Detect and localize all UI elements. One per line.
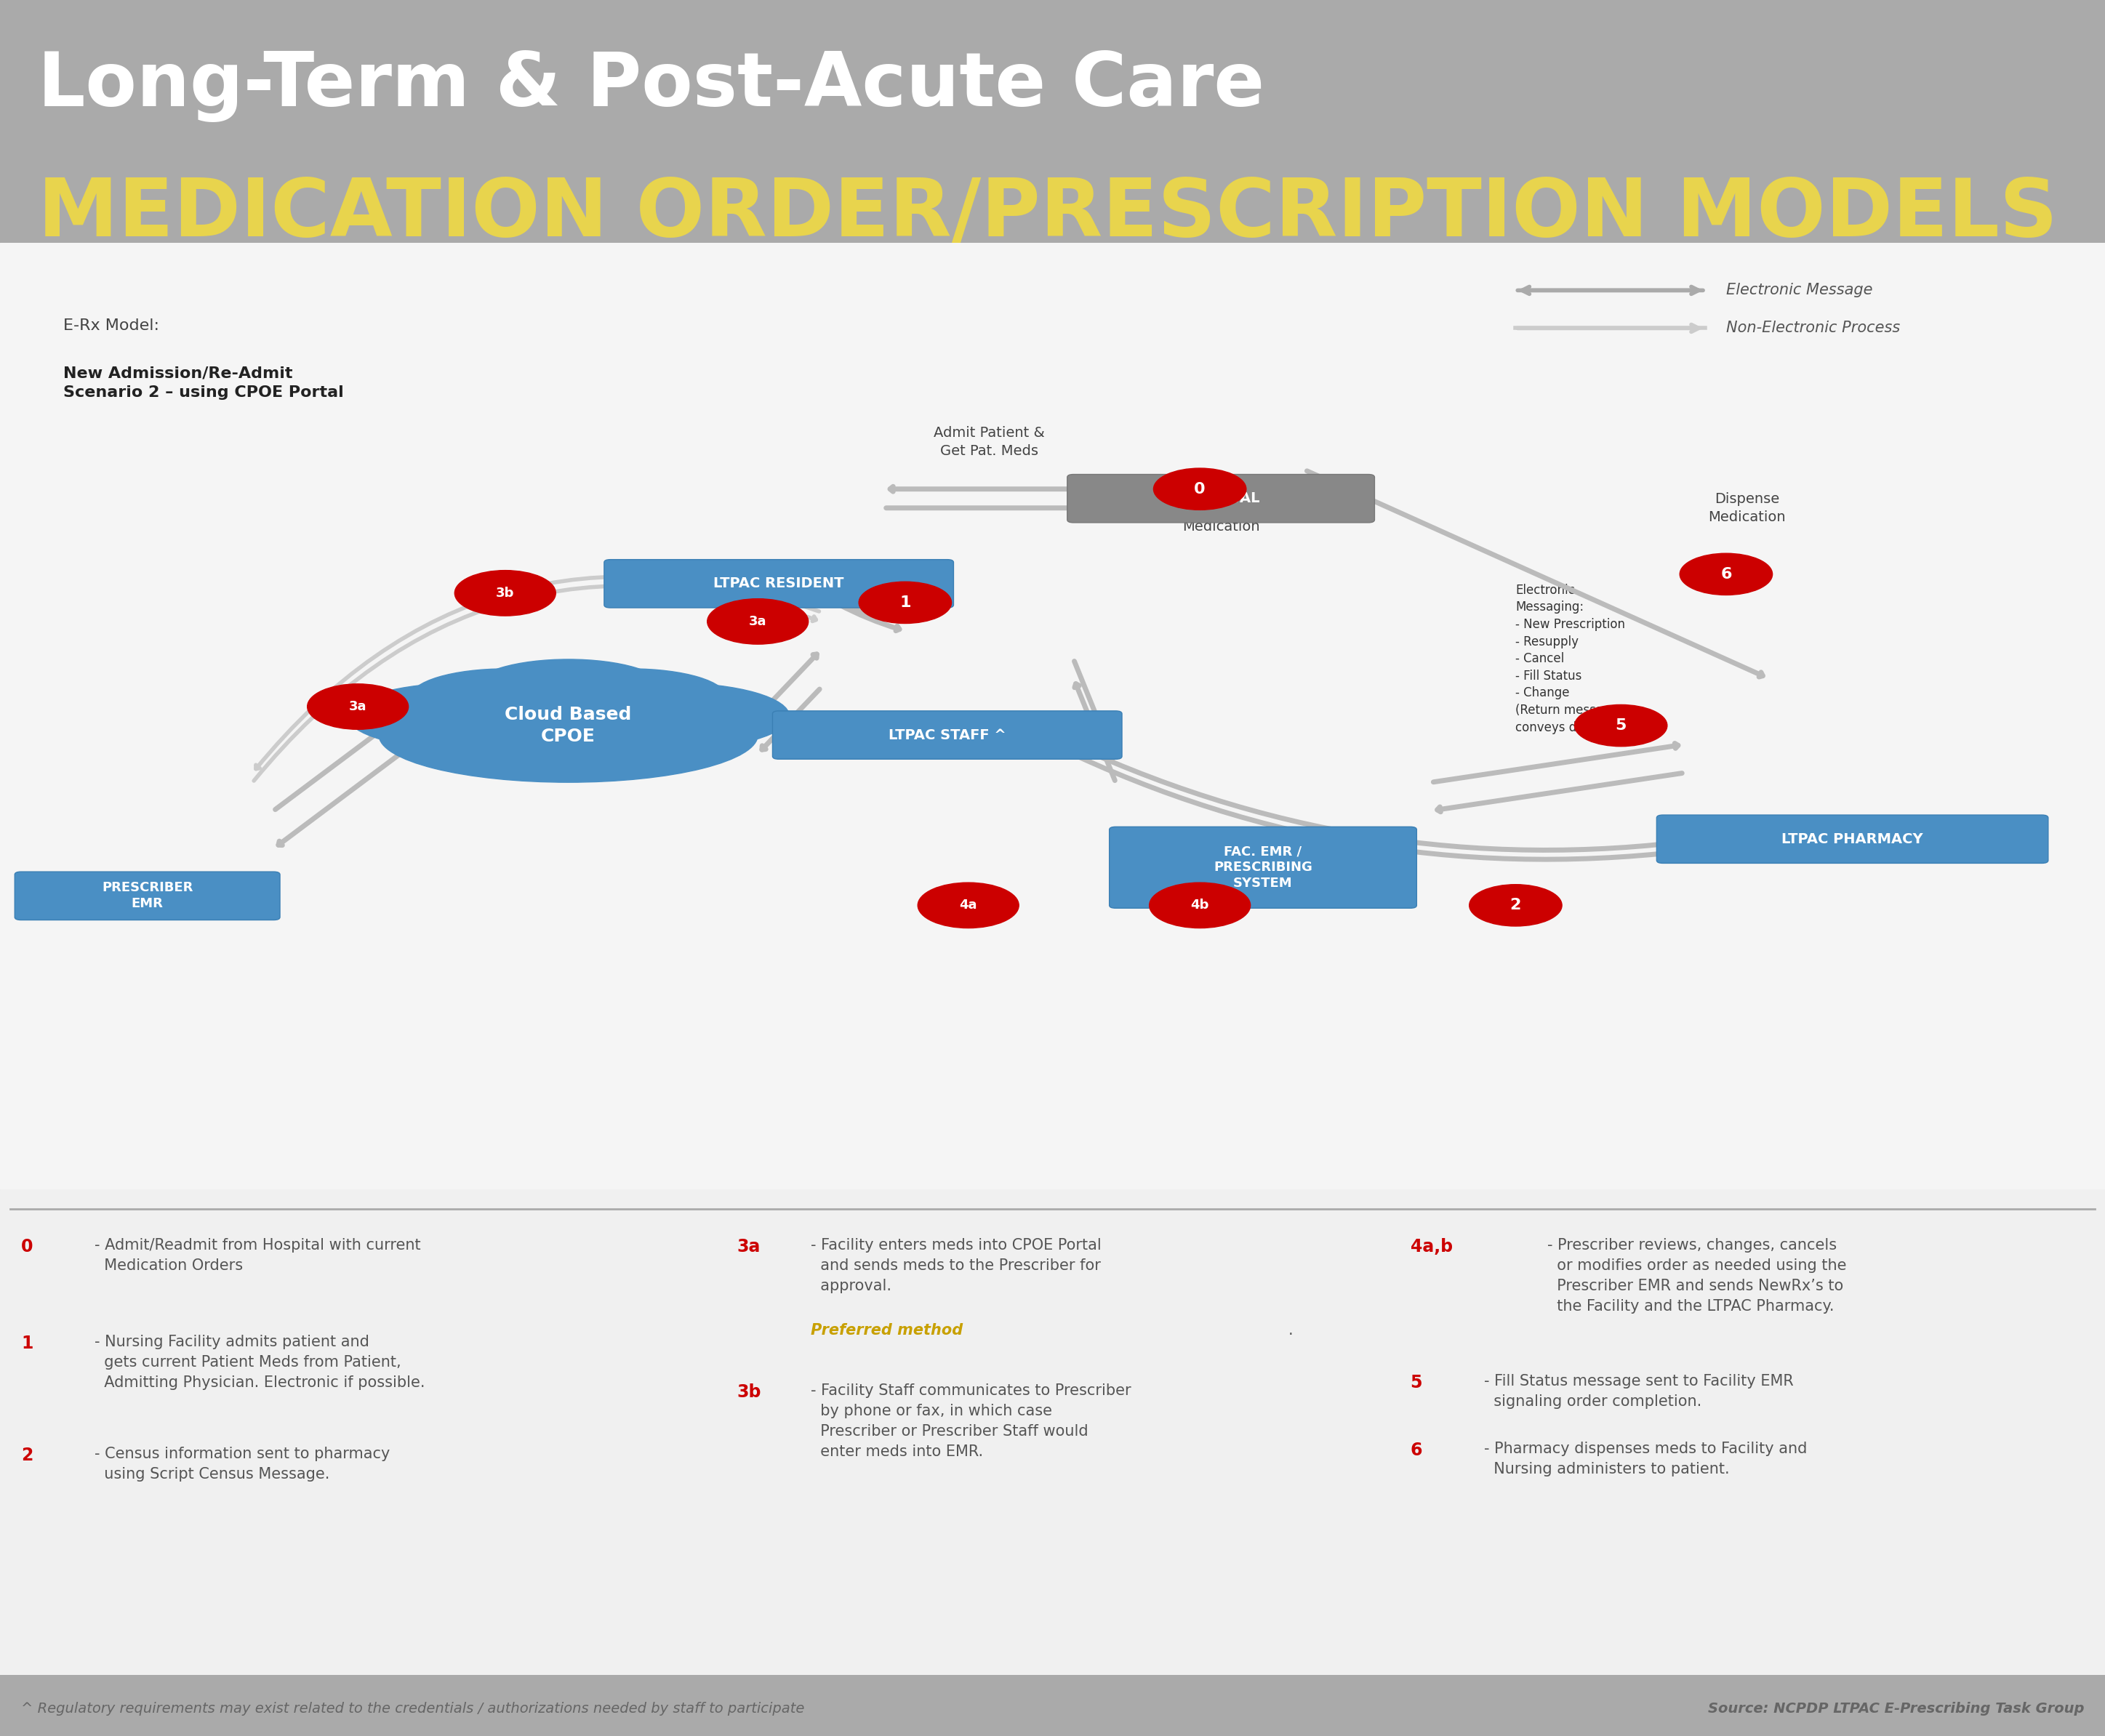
- Text: Electronic Message: Electronic Message: [1726, 283, 1873, 297]
- Ellipse shape: [537, 668, 726, 726]
- Text: - Census information sent to pharmacy
  using Script Census Message.: - Census information sent to pharmacy us…: [95, 1446, 389, 1483]
- Text: Cloud Based
CPOE: Cloud Based CPOE: [505, 707, 632, 745]
- Circle shape: [1680, 554, 1772, 595]
- Text: MEDICATION ORDER/PRESCRIPTION MODELS: MEDICATION ORDER/PRESCRIPTION MODELS: [38, 175, 2059, 253]
- Text: - Pharmacy dispenses meds to Facility and
  Nursing administers to patient.: - Pharmacy dispenses meds to Facility an…: [1484, 1443, 1806, 1477]
- Circle shape: [307, 684, 408, 729]
- Text: Non-Electronic Process: Non-Electronic Process: [1726, 321, 1901, 335]
- Text: LTPAC STAFF ^: LTPAC STAFF ^: [888, 727, 1006, 741]
- Text: 3a: 3a: [749, 615, 766, 628]
- Text: 4a,b: 4a,b: [1410, 1238, 1452, 1255]
- Text: 4b: 4b: [1191, 899, 1208, 911]
- Text: 1: 1: [899, 595, 911, 609]
- Text: 5: 5: [1615, 719, 1627, 733]
- Text: Administer
Medication: Administer Medication: [1183, 502, 1259, 533]
- Text: 1: 1: [21, 1335, 34, 1352]
- Text: 2: 2: [1509, 898, 1522, 913]
- Text: - Fill Status message sent to Facility EMR
  signaling order completion.: - Fill Status message sent to Facility E…: [1484, 1373, 1793, 1410]
- FancyBboxPatch shape: [1067, 474, 1375, 523]
- Text: 3b: 3b: [737, 1384, 762, 1401]
- Text: 6: 6: [1410, 1443, 1423, 1460]
- Text: .: .: [1288, 1323, 1292, 1337]
- Text: - Nursing Facility admits patient and
  gets current Patient Meds from Patient,
: - Nursing Facility admits patient and ge…: [95, 1335, 425, 1391]
- Text: 3a: 3a: [737, 1238, 760, 1255]
- Circle shape: [859, 582, 951, 623]
- Text: 0: 0: [1194, 483, 1206, 496]
- Circle shape: [455, 571, 556, 616]
- Circle shape: [1149, 882, 1250, 929]
- Circle shape: [1154, 469, 1246, 510]
- Text: - Admit/Readmit from Hospital with current
  Medication Orders: - Admit/Readmit from Hospital with curre…: [95, 1238, 421, 1272]
- Text: Admit Patient &
Get Pat. Meds: Admit Patient & Get Pat. Meds: [935, 425, 1044, 458]
- Text: 5: 5: [1410, 1373, 1423, 1391]
- Text: - Facility Staff communicates to Prescriber
  by phone or fax, in which case
  P: - Facility Staff communicates to Prescri…: [810, 1384, 1130, 1460]
- Text: FAC. EMR /
PRESCRIBING
SYSTEM: FAC. EMR / PRESCRIBING SYSTEM: [1215, 845, 1311, 891]
- Text: 3a: 3a: [349, 700, 366, 713]
- Text: New Admission/Re-Admit
Scenario 2 – using CPOE Portal: New Admission/Re-Admit Scenario 2 – usin…: [63, 366, 343, 399]
- Ellipse shape: [558, 682, 789, 750]
- FancyBboxPatch shape: [1657, 814, 2048, 863]
- Text: E-Rx Model:: E-Rx Model:: [63, 319, 160, 333]
- Ellipse shape: [379, 687, 758, 783]
- Circle shape: [918, 882, 1019, 929]
- Text: - Prescriber reviews, changes, cancels
  or modifies order as needed using the
 : - Prescriber reviews, changes, cancels o…: [1547, 1238, 1846, 1314]
- Text: HOSPITAL: HOSPITAL: [1181, 491, 1261, 505]
- FancyBboxPatch shape: [604, 559, 954, 608]
- Ellipse shape: [410, 668, 600, 726]
- Text: Dispense
Medication: Dispense Medication: [1709, 491, 1785, 524]
- FancyBboxPatch shape: [15, 871, 280, 920]
- Text: Electronic
Messaging:
- New Prescription
- Resupply
- Cancel
- Fill Status
- Cha: Electronic Messaging: - New Prescription…: [1516, 583, 1655, 734]
- Text: PRESCRIBER
EMR: PRESCRIBER EMR: [101, 882, 194, 910]
- Text: Preferred method: Preferred method: [810, 1323, 962, 1337]
- FancyBboxPatch shape: [1109, 826, 1417, 908]
- Text: 6: 6: [1720, 568, 1732, 582]
- Text: 3b: 3b: [497, 587, 514, 599]
- Ellipse shape: [474, 660, 663, 715]
- Text: LTPAC RESIDENT: LTPAC RESIDENT: [714, 576, 844, 590]
- Text: - Facility enters meds into CPOE Portal
  and sends meds to the Prescriber for
 : - Facility enters meds into CPOE Portal …: [810, 1238, 1101, 1293]
- Text: ^ Regulatory requirements may exist related to the credentials / authorizations : ^ Regulatory requirements may exist rela…: [21, 1701, 804, 1715]
- Circle shape: [1469, 885, 1562, 925]
- Circle shape: [1575, 705, 1667, 746]
- Text: LTPAC PHARMACY: LTPAC PHARMACY: [1781, 832, 1924, 845]
- Text: 0: 0: [21, 1238, 34, 1255]
- Circle shape: [707, 599, 808, 644]
- FancyBboxPatch shape: [773, 712, 1122, 759]
- Ellipse shape: [347, 682, 579, 750]
- Text: 4a: 4a: [960, 899, 977, 911]
- Text: Long-Term & Post-Acute Care: Long-Term & Post-Acute Care: [38, 49, 1265, 122]
- Text: 2: 2: [21, 1446, 34, 1463]
- Text: Source: NCPDP LTPAC E-Prescribing Task Group: Source: NCPDP LTPAC E-Prescribing Task G…: [1707, 1701, 2084, 1715]
